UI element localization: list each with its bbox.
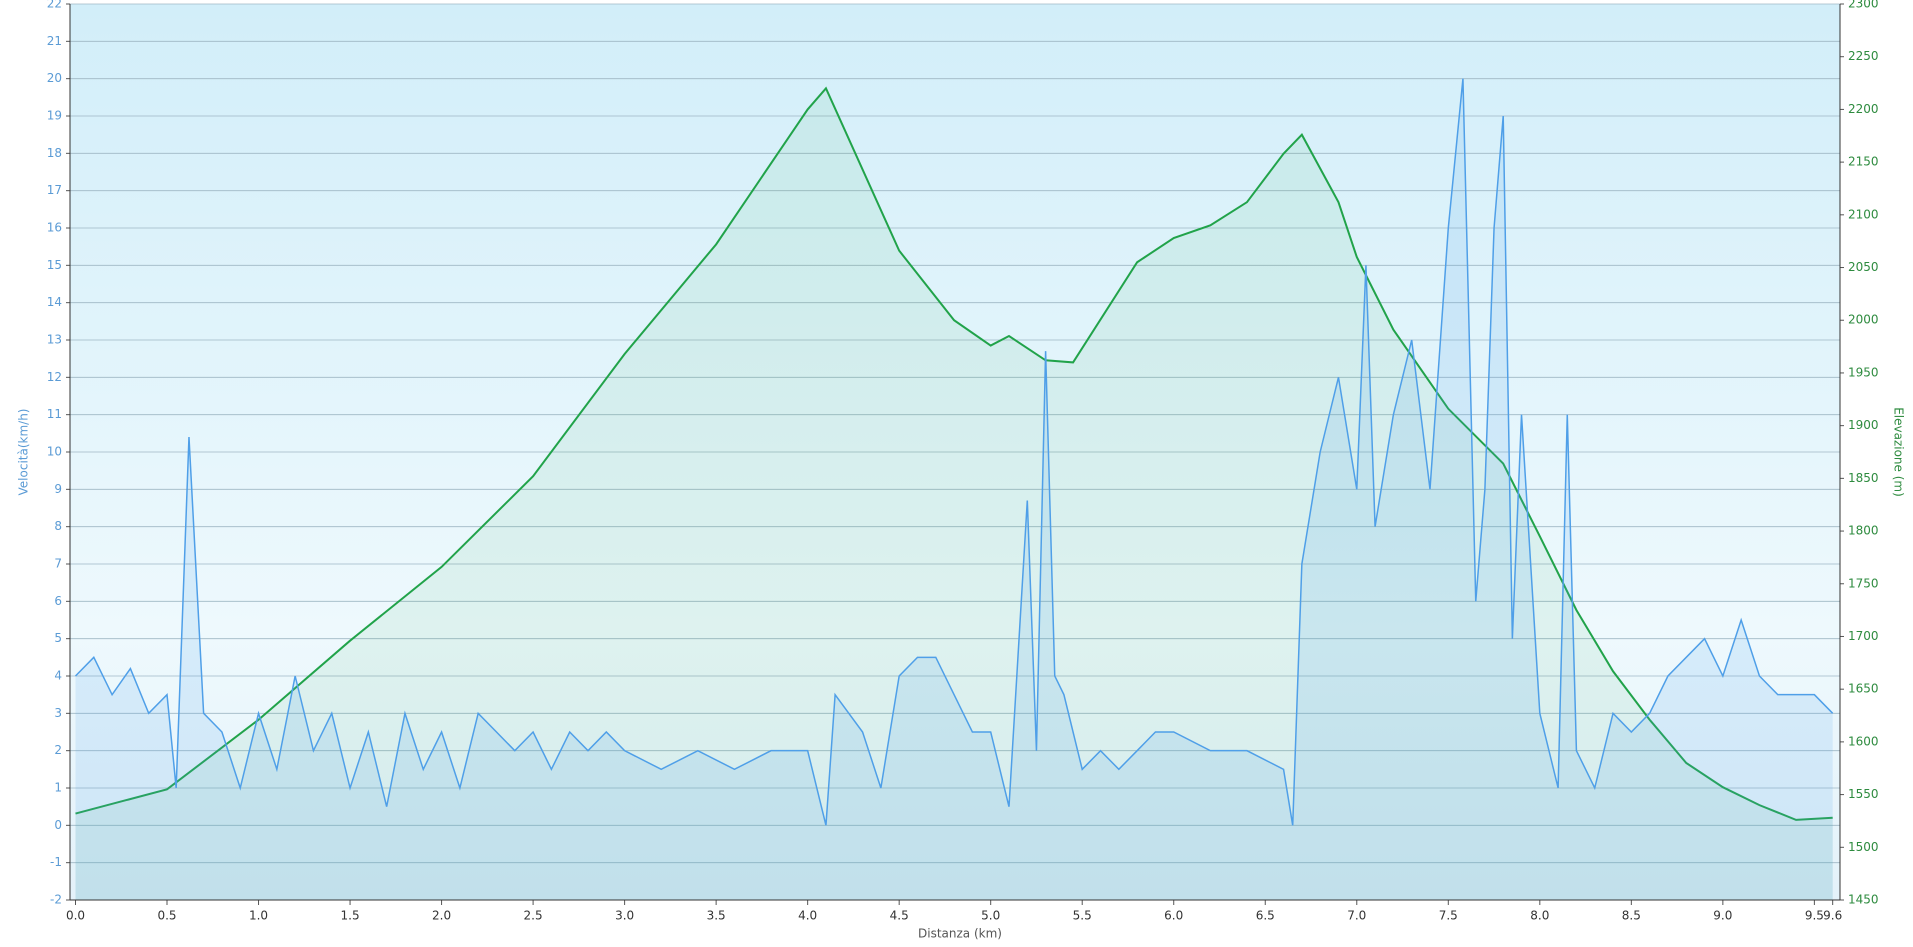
y-tick-label: -1 xyxy=(50,855,62,869)
y-tick-label: 3 xyxy=(54,706,62,720)
x-tick-label: 2.0 xyxy=(432,909,451,923)
x-tick-label: 8.0 xyxy=(1530,909,1549,923)
y-tick-label: 8 xyxy=(54,519,62,533)
y2-tick-label: 1950 xyxy=(1848,365,1879,379)
x-tick-label: 6.5 xyxy=(1256,909,1275,923)
y2-tick-label: 1750 xyxy=(1848,576,1879,590)
y2-tick-label: 2150 xyxy=(1848,155,1879,169)
x-tick-label: 5.5 xyxy=(1073,909,1092,923)
x-tick-label: 8.5 xyxy=(1622,909,1641,923)
y2-tick-label: 2300 xyxy=(1848,0,1879,11)
series-line xyxy=(74,78,1834,826)
y2-tick-label: 1800 xyxy=(1848,524,1879,538)
x-tick-label: 3.5 xyxy=(707,909,726,923)
y-tick-label: 19 xyxy=(47,109,62,123)
x-tick-label: 6.0 xyxy=(1164,909,1183,923)
y-tick-label: 9 xyxy=(54,482,62,496)
y-tick-label: 7 xyxy=(54,557,62,571)
y-tick-label: 21 xyxy=(47,34,62,48)
y2-tick-label: 1700 xyxy=(1848,629,1879,643)
x-tick-label: 7.5 xyxy=(1439,909,1458,923)
series-area xyxy=(75,88,1833,901)
y2-tick-label: 1850 xyxy=(1848,471,1879,485)
y-tick-label: 18 xyxy=(47,146,62,160)
y-tick-label: 11 xyxy=(47,407,62,421)
x-tick-label: 0.5 xyxy=(157,909,176,923)
y-tick-label: 17 xyxy=(47,183,62,197)
x-tick-label: 1.0 xyxy=(249,909,268,923)
y2-tick-label: 2200 xyxy=(1848,102,1879,116)
x-tick-label: 9.6 xyxy=(1823,909,1842,923)
y-tick-label: 6 xyxy=(54,594,62,608)
y-tick-label: 13 xyxy=(47,333,62,347)
y-tick-label: 10 xyxy=(47,445,62,459)
y2-tick-label: 1550 xyxy=(1848,787,1879,801)
x-tick-label: 3.0 xyxy=(615,909,634,923)
y-tick-label: 20 xyxy=(47,71,62,85)
x-tick-label: 9.5 xyxy=(1805,909,1824,923)
x-tick-label: 2.5 xyxy=(524,909,543,923)
y-tick-label: 16 xyxy=(47,221,62,235)
y2-tick-label: 1650 xyxy=(1848,682,1879,696)
x-tick-label: 4.0 xyxy=(798,909,817,923)
y-tick-label: 0 xyxy=(54,818,62,832)
y-tick-label: 14 xyxy=(47,295,62,309)
x-tick-label: 7.0 xyxy=(1347,909,1366,923)
series-area xyxy=(75,78,1833,900)
x-tick-label: 5.0 xyxy=(981,909,1000,923)
y2-tick-label: 2000 xyxy=(1848,313,1879,327)
y-tick-label: 22 xyxy=(47,0,62,11)
y2-tick-label: 2050 xyxy=(1848,260,1879,274)
y-axis-label: Velocità(km/h) xyxy=(17,409,31,496)
x-tick-label: 0.0 xyxy=(66,909,85,923)
y-tick-label: 4 xyxy=(54,669,62,683)
x-tick-label: 1.5 xyxy=(341,909,360,923)
y2-tick-label: 2100 xyxy=(1848,207,1879,221)
y2-tick-label: 1450 xyxy=(1848,893,1879,907)
series-line xyxy=(75,86,1833,821)
y-tick-label: 12 xyxy=(47,370,62,384)
y2-tick-label: 1500 xyxy=(1848,840,1879,854)
y-tick-label: 1 xyxy=(54,781,62,795)
y2-tick-label: 1600 xyxy=(1848,734,1879,748)
x-tick-label: 9.0 xyxy=(1713,909,1732,923)
y2-tick-label: 1900 xyxy=(1848,418,1879,432)
x-axis-label: Distanza (km) xyxy=(918,927,1002,941)
y2-tick-label: 2250 xyxy=(1848,49,1879,63)
x-tick-label: 4.5 xyxy=(890,909,909,923)
y-tick-label: 15 xyxy=(47,258,62,272)
y2-axis-label: Elevazione (m) xyxy=(1892,407,1906,497)
y-tick-label: 2 xyxy=(54,743,62,757)
y-tick-label: 5 xyxy=(54,631,62,645)
y-tick-label: -2 xyxy=(50,893,62,907)
